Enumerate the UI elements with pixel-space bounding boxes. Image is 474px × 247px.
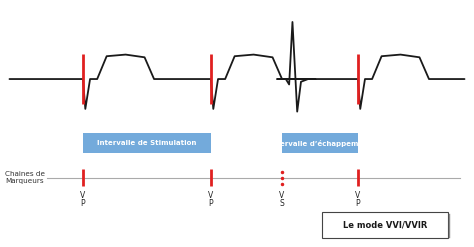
Text: Chaines de
Marqueurs: Chaines de Marqueurs bbox=[5, 171, 45, 184]
Text: Le mode VVI/VVIR: Le mode VVI/VVIR bbox=[343, 221, 428, 230]
Text: P: P bbox=[81, 199, 85, 208]
Text: Intervalle d’échappement: Intervalle d’échappement bbox=[269, 140, 371, 147]
Text: P: P bbox=[209, 199, 213, 208]
Text: P: P bbox=[356, 199, 360, 208]
Bar bbox=[83, 133, 211, 153]
Text: S: S bbox=[280, 199, 284, 208]
Text: Intervalle de Stimulation: Intervalle de Stimulation bbox=[97, 140, 197, 146]
Text: V: V bbox=[80, 191, 86, 200]
Bar bbox=[282, 133, 358, 153]
FancyBboxPatch shape bbox=[322, 212, 448, 238]
Text: V: V bbox=[279, 191, 285, 200]
Text: V: V bbox=[208, 191, 214, 200]
Text: V: V bbox=[355, 191, 361, 200]
